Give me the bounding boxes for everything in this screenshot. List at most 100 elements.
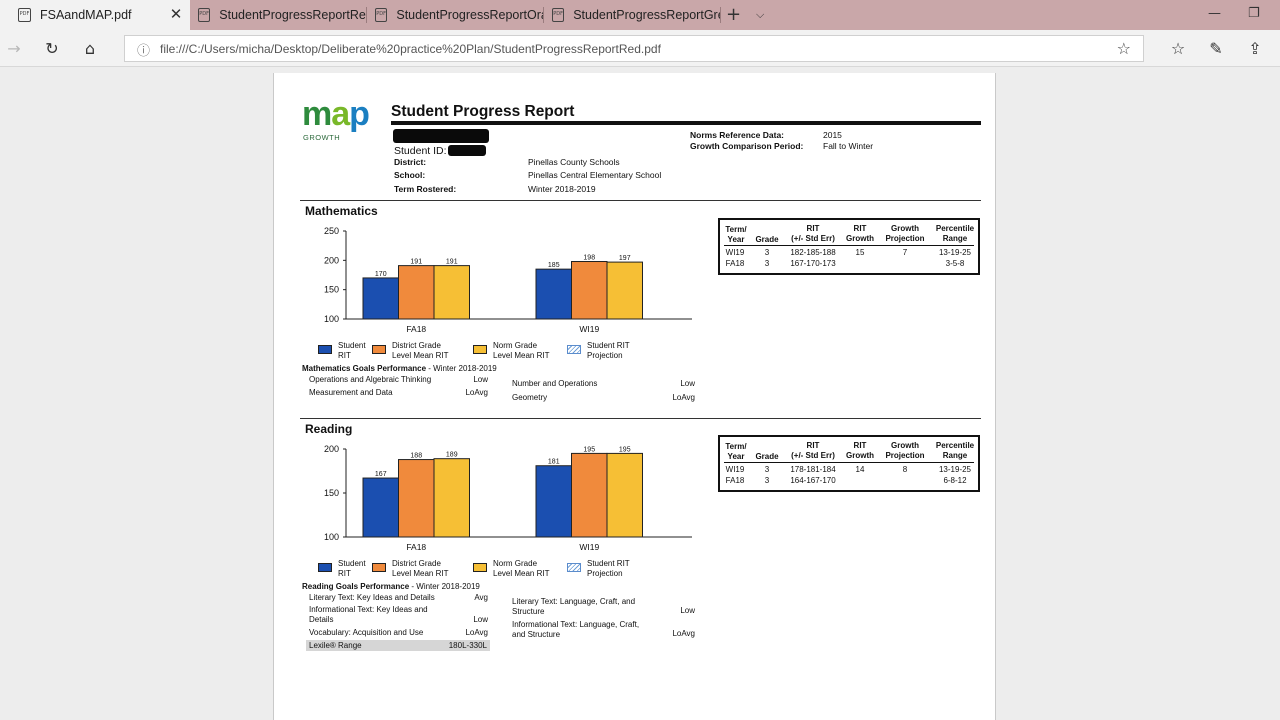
goals-title-bold: Mathematics Goals Performance [302,364,427,373]
bar-value-label: 167 [375,471,387,478]
legend-norm: Norm Grade Level Mean RIT [473,341,549,360]
address-bar[interactable]: ⓘ file:///C:/Users/micha/Desktop/Deliber… [124,35,1144,62]
school-value: Pinellas Central Elementary School [528,170,662,180]
legend-label: Norm Grade Level Mean RIT [493,341,550,360]
cell-grade: 3 [764,476,770,485]
goal-score: LoAvg [465,628,488,637]
title-rule [391,121,981,125]
share-icon[interactable]: ⇪ [1248,39,1262,58]
goal-score: Low [473,375,488,384]
growth-period-value: Fall to Winter [823,141,874,151]
bar-district-mean [571,261,608,320]
header-grade: Grade [755,235,779,244]
goals-title-bold: Reading Goals Performance [302,582,410,591]
maximize-icon[interactable]: ❐ [1248,6,1260,21]
legend-swatch-norm [473,345,487,354]
cell-projection: 8 [902,465,908,474]
reading-section-title: Reading [305,422,353,436]
legend-district: District Grade Level Mean RIT [372,341,448,360]
pdf-icon: PDF [552,8,565,22]
goal-score: LoAvg [672,629,695,638]
cell-projection: 7 [902,248,908,257]
tab-report-red[interactable]: PDF StudentProgressReportRed. [190,0,366,30]
refresh-icon[interactable]: ↻ [45,39,59,58]
legend-student: Student RIT [318,341,366,360]
cell-rit: 164-167-170 [790,476,836,485]
cell-grade: 3 [764,465,770,474]
bar-district-mean [398,265,435,320]
bar-value-label: 181 [548,459,560,466]
lexile-range-bar: Lexile® Range 180L-330L [306,640,490,651]
header-projection: Growth Projection [885,441,925,460]
goal-name: Number and Operations [512,379,598,388]
lexile-value: 180L-330L [448,641,487,650]
legend-label: District Grade Level Mean RIT [392,341,449,360]
legend-swatch-projection [567,563,581,572]
bar-value-label: 170 [375,271,387,278]
header-growth: RIT Growth [846,441,874,460]
bar-value-label: 185 [548,262,560,269]
info-icon[interactable]: ⓘ [137,44,151,59]
math-bar-chart: 100 150 200 250 170 191 191 FA18 185 198 197 WI19 [324,226,692,334]
tab-label: FSAandMAP.pdf [40,8,132,22]
term-label: Term Rostered: [394,184,457,194]
bar-value-label: 191 [410,259,422,266]
legend-label: Student RIT Projection [587,559,630,578]
minimize-icon[interactable]: — [1208,6,1221,21]
cell-growth: 14 [855,465,865,474]
goal-score: Avg [474,593,488,602]
close-tab-icon[interactable]: ✕ [169,5,183,23]
forward-icon[interactable]: → [7,39,21,58]
tab-label: StudentProgressReportRed. [219,8,366,22]
legend-label: Norm Grade Level Mean RIT [493,559,550,578]
student-id-label: Student ID: [394,145,447,157]
new-tab-icon[interactable]: + [726,4,742,25]
header-grade: Grade [755,452,779,461]
report-title: Student Progress Report [391,103,575,120]
tab-separator [720,7,721,23]
tab-fsaandmap[interactable]: PDF FSAandMAP.pdf ✕ [0,0,190,30]
math-rit-table: Term/ Year Grade RIT (+/- Std Err) RIT G… [718,218,980,275]
favorites-list-icon[interactable]: ☆ [1170,39,1186,58]
cell-grade: 3 [764,259,770,268]
pen-icon[interactable]: ✎ [1209,39,1223,58]
lexile-label: Lexile® Range [309,641,362,650]
goal-name: Informational Text: Key Ideas and Detail… [309,605,428,624]
cell-term: WI19 [725,465,745,474]
y-tick-label: 250 [324,226,339,236]
y-tick-label: 150 [324,285,339,295]
cell-growth: 15 [855,248,865,257]
navigation-bar: → ↻ ⌂ ⓘ file:///C:/Users/micha/Desktop/D… [0,30,1280,67]
reading-rit-table: Term/ Year Grade RIT (+/- Std Err) RIT G… [718,435,980,492]
header-term: Term/ Year [725,225,747,244]
legend-projection: Student RIT Projection [567,341,630,360]
table-rule [724,245,974,246]
section-divider [300,418,981,419]
favorite-star-icon[interactable]: ☆ [1116,39,1131,58]
cell-percentile: 13-19-25 [938,248,972,257]
y-tick-label: 200 [324,255,339,265]
legend-swatch-student [318,345,332,354]
bar-value-label: 189 [446,452,458,459]
table-rule [724,462,974,463]
tab-report-orange[interactable]: PDF StudentProgressReportOrar [367,0,543,30]
x-category-label: FA18 [406,324,426,334]
growth-period-label: Growth Comparison Period: [690,141,804,151]
pdf-icon: PDF [375,8,388,22]
tab-report-green[interactable]: PDF StudentProgressReportGree [544,0,720,30]
redacted-student-name [393,129,489,143]
bar-district-mean [398,459,435,538]
legend-label: Student RIT [338,341,366,360]
cell-rit: 167-170-173 [790,259,836,268]
home-icon[interactable]: ⌂ [84,39,96,58]
math-legend: Student RIT District Grade Level Mean RI… [318,341,698,363]
y-tick-label: 100 [324,532,339,542]
term-value: Winter 2018-2019 [528,184,596,194]
chevron-down-icon[interactable]: ⌵ [756,8,765,21]
goal-score: Low [680,606,695,615]
cell-rit: 178-181-184 [790,465,836,474]
bar-value-label: 195 [619,446,631,453]
header-percentile: Percentile Range [935,441,975,460]
math-section-title: Mathematics [305,204,378,218]
pdf-viewer[interactable]: map GROWTH Student Progress Report Stude… [0,68,1280,720]
